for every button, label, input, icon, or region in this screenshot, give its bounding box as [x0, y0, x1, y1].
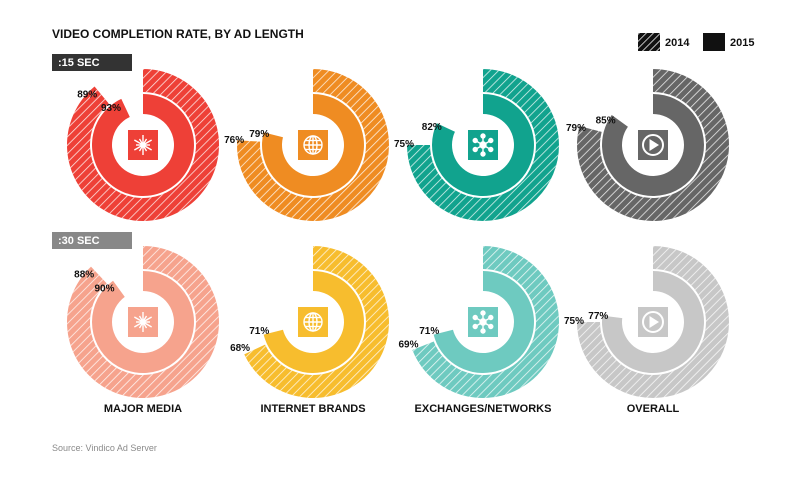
- value-label-2014-major-media-30-sec: 88%: [74, 269, 94, 280]
- donut-overall-15-sec: 85% 79%: [566, 69, 730, 221]
- legend-label-2015: 2015: [730, 37, 754, 49]
- value-label-2015-overall-30-sec: 77%: [588, 311, 608, 322]
- play-icon: [642, 311, 664, 333]
- category-label-exchanges-networks: EXCHANGES/NETWORKS: [415, 403, 552, 415]
- donut-major-media-30-sec: 90%88%: [67, 246, 220, 399]
- category-label-overall: OVERALL: [627, 403, 680, 415]
- value-label-2015-exchanges-networks-30-sec: 71%: [419, 326, 439, 337]
- ring-2015-exchanges-networks-30-sec: [433, 271, 534, 373]
- ring-2014-hatch-overall-30-sec: [577, 246, 729, 398]
- value-label-2014-overall-15-sec: 79%: [566, 123, 586, 134]
- ring-2014-hatch-exchanges-networks-15-sec: [407, 69, 559, 221]
- ring-2015-major-media-15-sec: [92, 94, 195, 196]
- donut-grid: 93%89%79%76%82%75%85%79%90%88%71%68%71%6…: [67, 69, 730, 399]
- legend-swatch-2015: [703, 33, 725, 51]
- ring-2015-overall-30-sec: [602, 271, 705, 373]
- category-label-major-media: MAJOR MEDIA: [104, 403, 182, 415]
- legend-swatch-2014: [638, 33, 660, 51]
- globe-icon: [303, 312, 323, 332]
- ring-2014-hatch-major-media-30-sec: [67, 246, 220, 399]
- value-label-2014-internet-brands-30-sec: 68%: [230, 343, 250, 354]
- value-label-2015-internet-brands-15-sec: 79%: [249, 129, 269, 140]
- value-label-2014-overall-30-sec: 75%: [564, 316, 584, 327]
- ring-2015-internet-brands-15-sec: [262, 94, 365, 196]
- source-note: Source: Vindico Ad Server: [52, 443, 157, 453]
- globe-icon: [303, 135, 323, 155]
- donut-internet-brands-30-sec: 71% 68%: [230, 246, 389, 398]
- category-label-internet-brands: INTERNET BRANDS: [260, 403, 365, 415]
- ring-2015-exchanges-networks-15-sec: [432, 94, 534, 197]
- value-label-2015-exchanges-networks-15-sec: 82%: [422, 122, 442, 133]
- play-icon: [642, 134, 664, 156]
- row-label-30-sec: :30 SEC: [58, 235, 100, 247]
- value-label-2014-exchanges-networks-30-sec: 69%: [398, 340, 418, 351]
- ring-2014-hatch-exchanges-networks-30-sec: [412, 246, 559, 398]
- value-label-2014-internet-brands-15-sec: 76%: [224, 135, 244, 146]
- value-label-2015-overall-15-sec: 85%: [596, 115, 616, 126]
- chart-title: VIDEO COMPLETION RATE, BY AD LENGTH: [52, 27, 304, 41]
- ring-2014-hatch-internet-brands-30-sec: [244, 246, 389, 398]
- value-label-2014-exchanges-networks-15-sec: 75%: [394, 139, 414, 150]
- row-label-bg-30: [52, 232, 132, 249]
- donut-major-media-15-sec: 93% 89%: [67, 69, 220, 221]
- legend: 2014 2015: [638, 33, 754, 51]
- network-icon: [472, 310, 494, 334]
- network-icon: [472, 133, 494, 157]
- ring-2015-overall-15-sec: [602, 94, 704, 197]
- donut-internet-brands-15-sec: 79% 76%: [224, 69, 389, 221]
- row-label-bg-15: [52, 54, 132, 71]
- legend-label-2014: 2014: [665, 37, 690, 49]
- ring-2014-hatch-internet-brands-15-sec: [237, 69, 389, 221]
- ring-2014-hatch-major-media-15-sec: [67, 69, 220, 221]
- row-label-15-sec: :15 SEC: [58, 57, 100, 69]
- burst-icon: [133, 135, 153, 155]
- ring-2015-internet-brands-30-sec: [263, 271, 364, 373]
- donut-exchanges-networks-15-sec: 82% 75%: [394, 69, 559, 221]
- burst-icon: [133, 312, 153, 332]
- donut-overall-30-sec: 77% 75%: [564, 246, 729, 398]
- value-label-2014-major-media-15-sec: 89%: [77, 90, 97, 101]
- ring-2014-hatch-overall-15-sec: [577, 69, 730, 221]
- value-label-2015-major-media-30-sec: 90%: [94, 284, 114, 295]
- ring-2015-major-media-30-sec: [92, 271, 195, 373]
- value-label-2015-internet-brands-30-sec: 71%: [249, 326, 269, 337]
- value-label-2015-major-media-15-sec: 93%: [101, 103, 121, 114]
- donut-exchanges-networks-30-sec: 71%69%: [398, 246, 559, 398]
